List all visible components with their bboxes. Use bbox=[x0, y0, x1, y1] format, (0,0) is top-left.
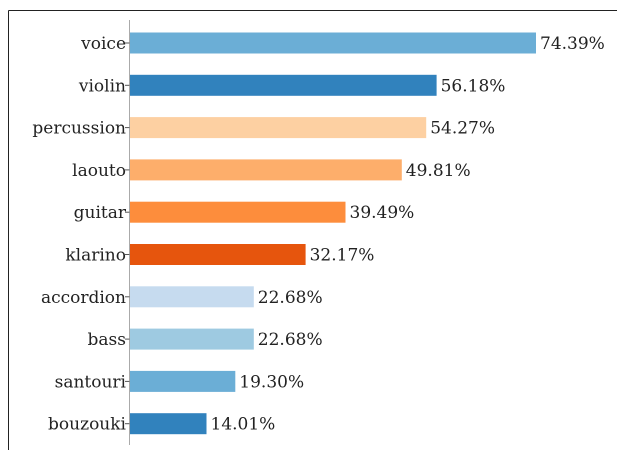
category-label-guitar: guitar bbox=[74, 203, 127, 223]
value-label-accordion: 22.68% bbox=[258, 288, 323, 308]
value-label-laouto: 49.81% bbox=[406, 161, 471, 181]
value-label-klarino: 32.17% bbox=[310, 246, 375, 266]
bar-bass bbox=[130, 329, 254, 350]
bar-accordion bbox=[130, 286, 254, 307]
value-label-santouri: 19.30% bbox=[239, 372, 304, 392]
category-label-laouto: laouto bbox=[72, 161, 126, 181]
bar-bouzouki bbox=[130, 413, 207, 434]
value-label-guitar: 39.49% bbox=[350, 203, 415, 223]
value-label-bouzouki: 14.01% bbox=[211, 415, 276, 435]
category-label-accordion: accordion bbox=[41, 288, 126, 308]
value-label-bass: 22.68% bbox=[258, 330, 323, 350]
bar-voice bbox=[130, 33, 536, 54]
value-label-voice: 74.39% bbox=[540, 34, 605, 54]
category-label-percussion: percussion bbox=[32, 119, 126, 139]
value-label-violin: 56.18% bbox=[441, 76, 506, 96]
category-label-klarino: klarino bbox=[65, 246, 126, 266]
bar-santouri bbox=[130, 371, 235, 392]
bar-violin bbox=[130, 75, 437, 96]
category-label-voice: voice bbox=[80, 34, 126, 54]
category-labels: voice violin percussion laouto guitar klarino… bbox=[32, 34, 126, 435]
value-label-percussion: 54.27% bbox=[430, 119, 495, 139]
bar-klarino bbox=[130, 244, 306, 265]
category-label-bouzouki: bouzouki bbox=[48, 415, 127, 435]
category-label-bass: bass bbox=[88, 330, 126, 350]
category-label-santouri: santouri bbox=[55, 372, 127, 392]
bar-laouto bbox=[130, 159, 402, 180]
bar-guitar bbox=[130, 202, 346, 223]
category-label-violin: violin bbox=[78, 76, 126, 96]
bar-percussion bbox=[130, 117, 426, 138]
